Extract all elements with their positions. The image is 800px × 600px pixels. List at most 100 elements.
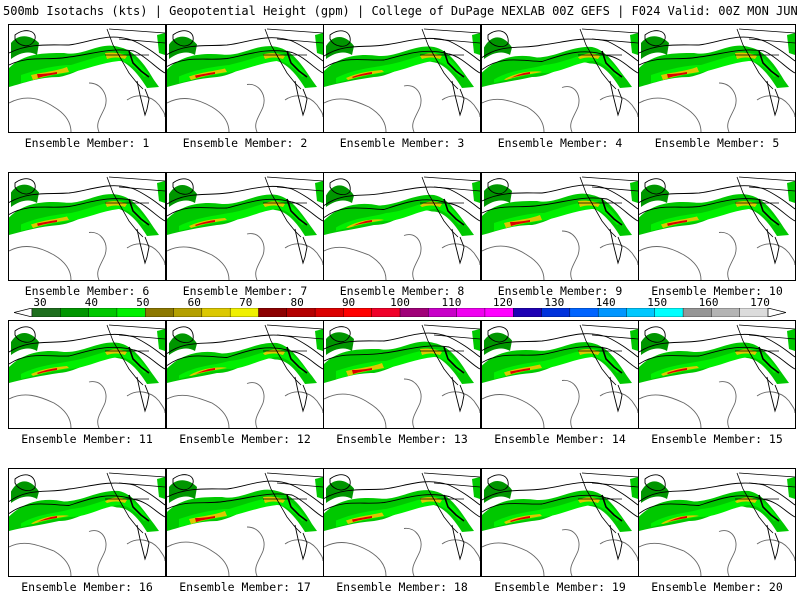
height-contour [324, 494, 480, 518]
map-borders [735, 324, 795, 386]
height-contour [482, 197, 638, 222]
coastline [128, 494, 150, 522]
height-contour [644, 30, 666, 47]
isotach-50kt-region [21, 201, 149, 231]
isotach-40kt-region [787, 181, 795, 203]
height-contour [329, 326, 351, 343]
ensemble-member-label: Ensemble Member: 14 [494, 432, 626, 446]
ensemble-member-label: Ensemble Member: 18 [336, 580, 468, 594]
height-contour [324, 345, 480, 370]
height-contour-gray [167, 382, 265, 428]
height-contour [167, 186, 323, 210]
ensemble-member-panel: Ensemble Member: 17 [166, 468, 324, 598]
isotach-70kt-region [105, 52, 127, 59]
baja-coastline [136, 228, 150, 265]
coastline [286, 346, 308, 374]
height-contour [167, 334, 323, 358]
baja-coastline [294, 80, 308, 117]
isotach-100kt-region [37, 516, 57, 523]
isotach-40kt-region [472, 33, 480, 55]
height-contour-gray [599, 391, 638, 414]
height-contour [172, 474, 194, 491]
coastline [286, 50, 308, 78]
isotach-70kt-region [346, 219, 384, 228]
colorbar-tick-label: 170 [750, 296, 770, 309]
map-borders [578, 324, 638, 386]
height-contour-gray [126, 539, 165, 562]
baja-coastline [451, 524, 465, 561]
colorbar-tick-label: 80 [290, 296, 304, 309]
ensemble-member-panel: Ensemble Member: 3 [323, 24, 481, 154]
ensemble-member-map [166, 468, 324, 577]
isotach-40kt-region [787, 477, 795, 499]
height-contour [639, 185, 795, 210]
height-contour [14, 30, 36, 47]
ensemble-member-map [166, 320, 324, 429]
isotach-100kt-region [667, 220, 687, 226]
colorbar-swatch [456, 308, 486, 317]
ensemble-member-panel: Ensemble Member: 11 [8, 320, 166, 450]
baja-coastline [766, 228, 780, 265]
isotach-40kt-region [630, 329, 638, 351]
ensemble-member-panel: Ensemble Member: 8 [323, 172, 481, 302]
isotach-50kt-region [651, 349, 779, 379]
height-contour-gray [482, 529, 580, 576]
colorbar-tick-labels: 30 40 50 60 70 80 90 100 110 120 130 140 150 160 170 [14, 297, 786, 308]
colorbar-swatch [682, 308, 713, 317]
height-contour [639, 346, 795, 370]
ensemble-member-panel: Ensemble Member: 6 [8, 172, 166, 302]
height-contour-gray [324, 85, 422, 132]
isotach-40kt-region [315, 33, 323, 55]
height-contour [639, 482, 795, 506]
coastline [443, 494, 465, 522]
ensemble-member-label: Ensemble Member: 17 [179, 580, 311, 594]
coastline [128, 50, 150, 78]
ensemble-member-label: Ensemble Member: 12 [179, 432, 311, 446]
height-contour [167, 198, 323, 222]
colorbar-tick-label: 60 [187, 296, 201, 309]
baja-coastline [609, 228, 623, 265]
height-contour [639, 198, 795, 222]
baja-coastline [766, 80, 780, 117]
colorbar-tick-label: 120 [492, 296, 513, 309]
isotach-100kt-region [195, 516, 215, 522]
height-contour [329, 30, 351, 47]
isotach-40kt-region [472, 329, 480, 351]
baja-coastline [136, 524, 150, 561]
height-contour [9, 36, 165, 62]
isotach-100kt-region [37, 220, 57, 226]
height-contour-gray [639, 232, 737, 280]
ensemble-member-label: Ensemble Member: 10 [651, 284, 783, 298]
height-contour-gray [756, 539, 795, 562]
map-borders [578, 472, 638, 534]
isotach-50kt-region [336, 497, 464, 527]
isotach-50kt-region [21, 53, 149, 83]
height-contour [9, 185, 165, 210]
isotach-40kt-region [630, 477, 638, 499]
isotach-100kt-region [352, 516, 372, 522]
ensemble-member-map [638, 468, 796, 577]
colorbar-swatch [569, 308, 599, 317]
baja-coastline [294, 228, 308, 265]
height-contour-gray [167, 84, 265, 132]
ensemble-member-map [638, 320, 796, 429]
isotach-70kt-region [661, 515, 699, 524]
isotach-50kt-region [179, 53, 307, 83]
isotach-50kt-region [651, 497, 779, 527]
height-contour [14, 326, 36, 343]
height-contour [324, 332, 480, 358]
ensemble-member-label: Ensemble Member: 16 [21, 580, 153, 594]
height-contour-gray [441, 391, 480, 414]
height-contour [14, 474, 36, 492]
height-contour-gray [756, 95, 795, 118]
height-contour-gray [441, 539, 480, 562]
ensemble-member-map [8, 468, 166, 577]
height-contour-gray [324, 378, 422, 428]
isotach-70kt-region [31, 515, 69, 524]
colorbar-tick-label: 160 [698, 296, 719, 309]
height-contour [644, 326, 666, 343]
colorbar-swatch [711, 308, 741, 317]
ensemble-member-label: Ensemble Member: 20 [651, 580, 783, 594]
map-borders [263, 176, 323, 238]
map-borders [578, 176, 638, 238]
